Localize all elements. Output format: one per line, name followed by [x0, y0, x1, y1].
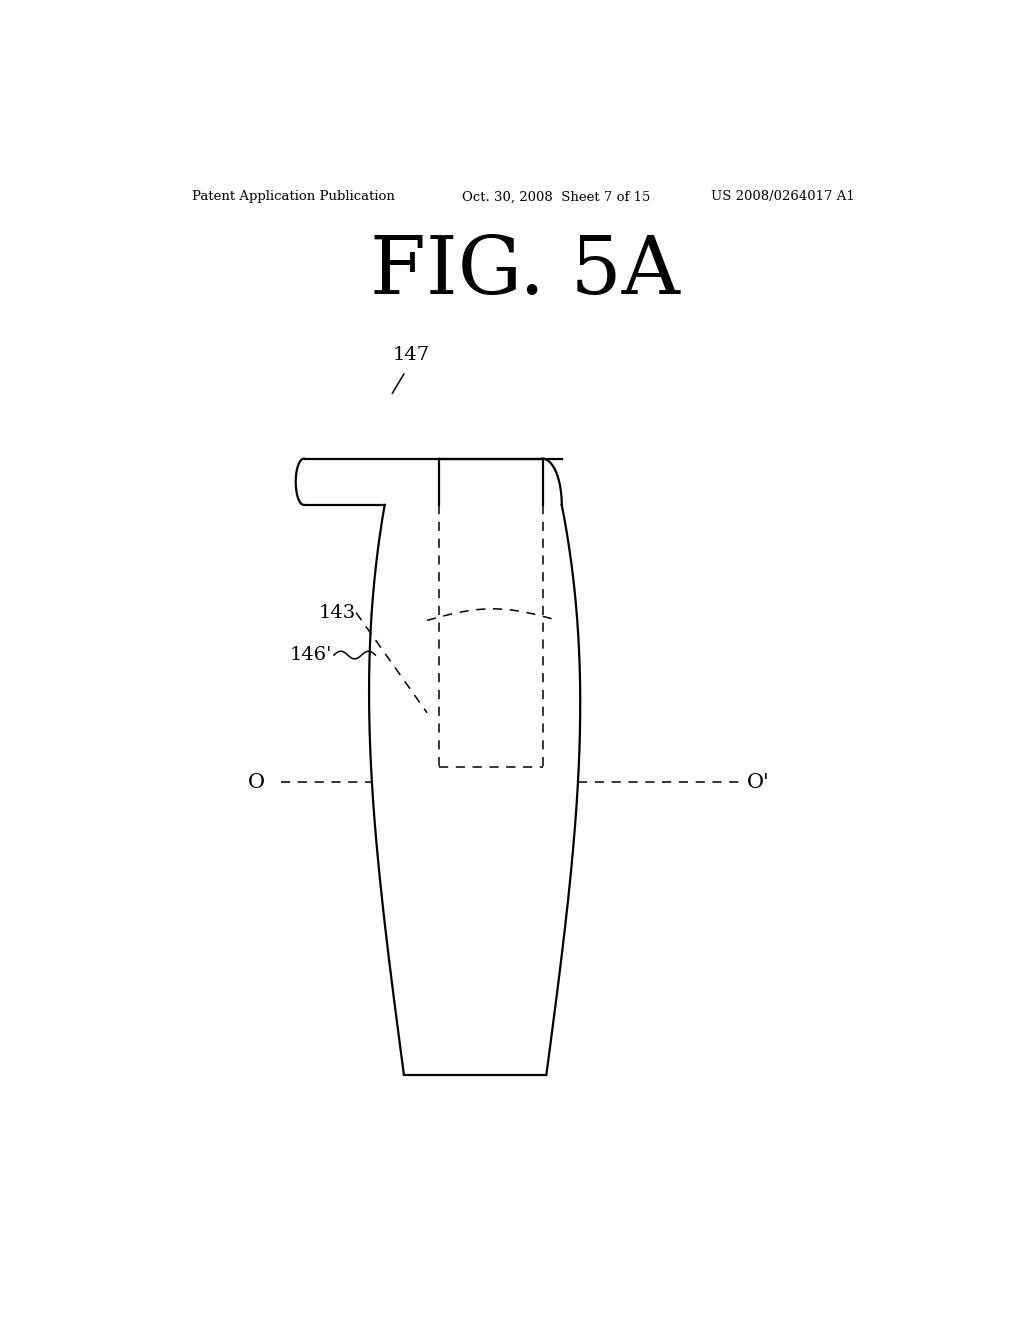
Text: FIG. 5A: FIG. 5A	[370, 234, 680, 312]
Text: 146': 146'	[290, 645, 333, 664]
Text: Oct. 30, 2008  Sheet 7 of 15: Oct. 30, 2008 Sheet 7 of 15	[462, 190, 650, 203]
Text: 143: 143	[318, 603, 355, 622]
Text: Patent Application Publication: Patent Application Publication	[193, 190, 395, 203]
Text: US 2008/0264017 A1: US 2008/0264017 A1	[711, 190, 854, 203]
Text: O': O'	[746, 772, 769, 792]
Text: O: O	[248, 772, 265, 792]
Text: 147: 147	[392, 346, 429, 364]
